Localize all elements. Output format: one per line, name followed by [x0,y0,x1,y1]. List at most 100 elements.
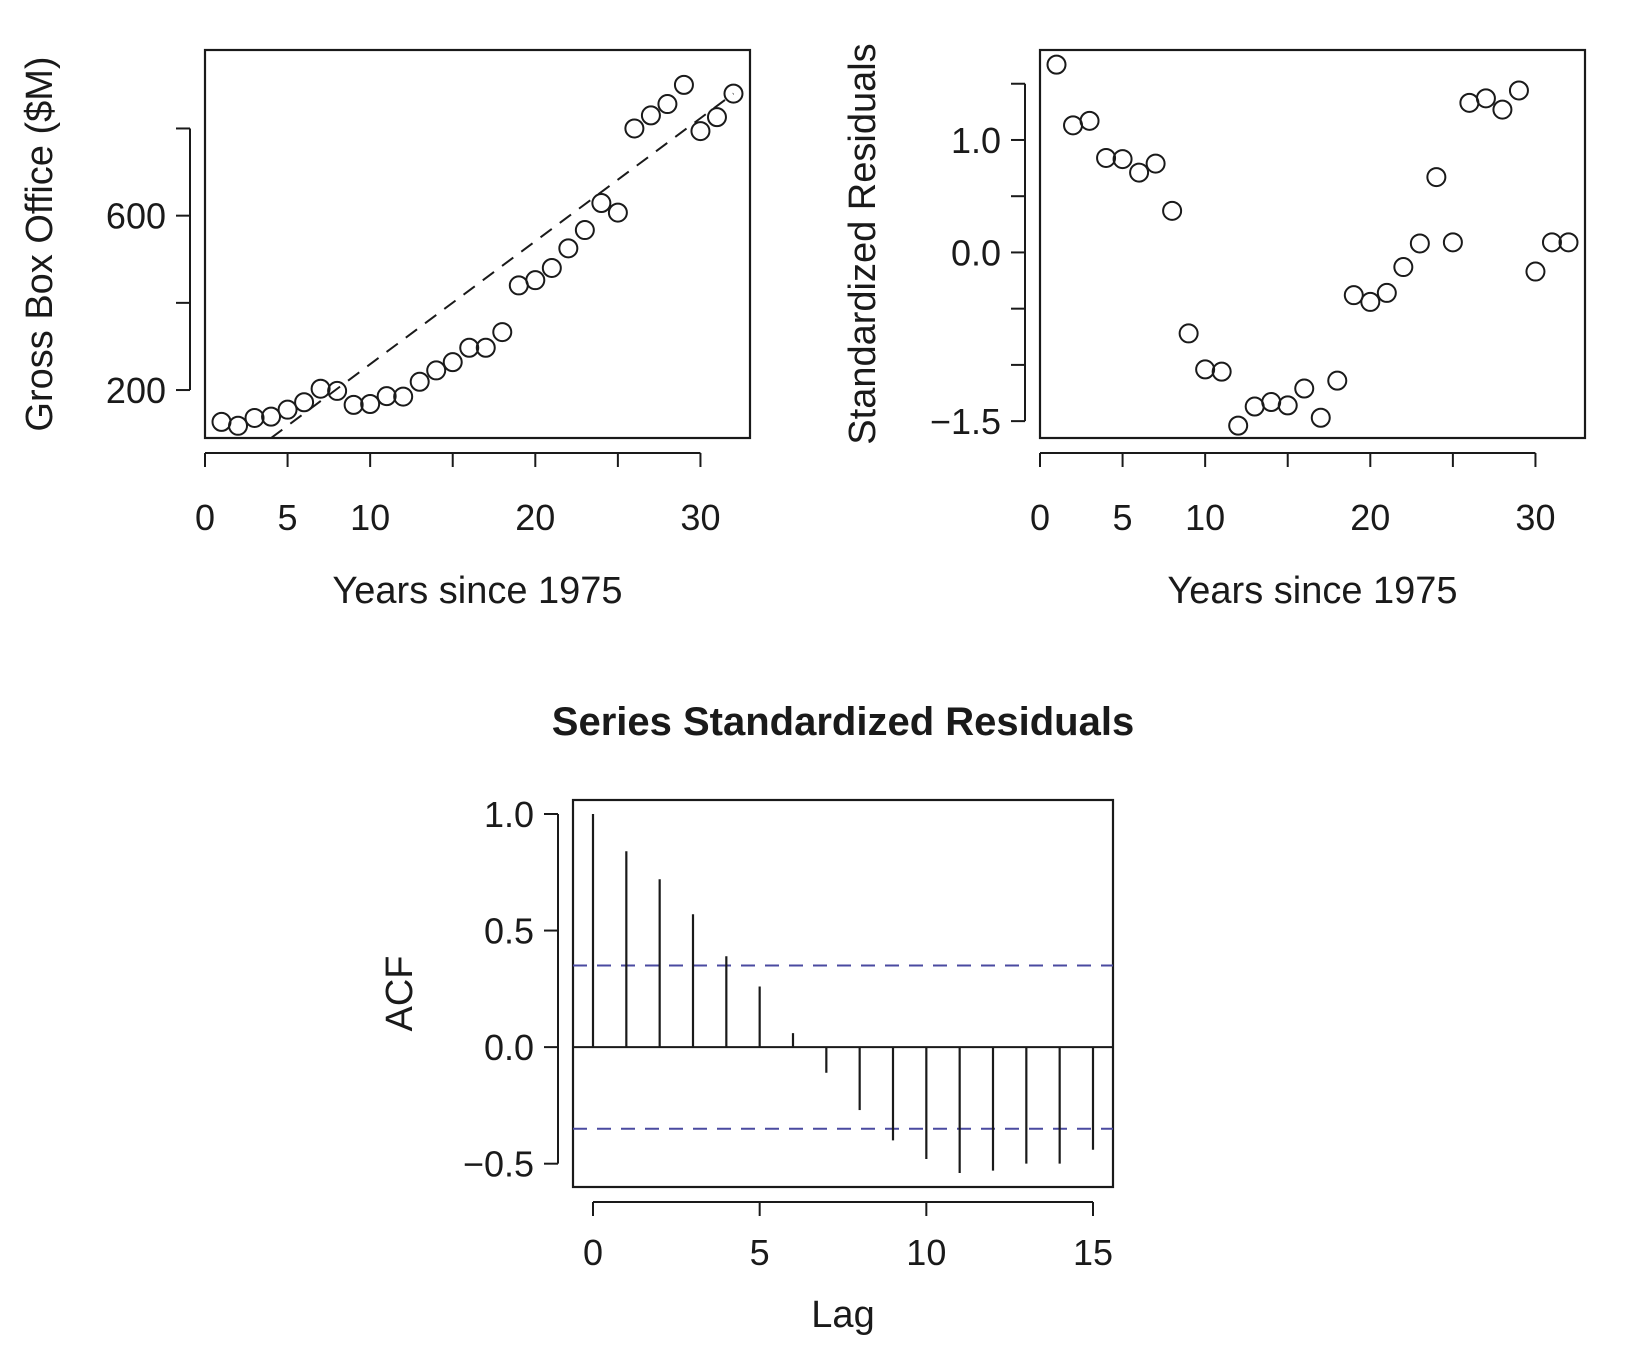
boxoffice-data-point [393,386,414,407]
acf-x-axis-label: Lag [811,1294,874,1336]
residuals-x-tick-label: 5 [1113,497,1133,538]
boxoffice-data-point [376,386,397,407]
boxoffice-data-point [657,94,678,115]
residuals-x-axis-label: Years since 1975 [1167,570,1457,612]
residuals-data-point [1393,257,1414,278]
residuals-y-tick-label: −1.5 [930,401,1001,442]
boxoffice-data-point [360,393,381,414]
residuals-data-point [1228,415,1249,436]
boxoffice-data-point [459,337,480,358]
acf-y-tick-label: 0.0 [484,1027,534,1068]
residuals-data-point [1112,149,1133,170]
residuals-y-axis-label: Standardized Residuals [842,43,884,444]
boxoffice-data-point [624,118,645,139]
boxoffice-data-point [294,392,315,413]
boxoffice-data-point [409,371,430,392]
residuals-marks [1046,54,1579,436]
acf-x-tick-label: 10 [906,1232,946,1273]
boxoffice-data-point [591,193,612,214]
residuals-data-point [1492,99,1513,120]
residuals-data-point [1063,115,1084,136]
residuals-data-point [1096,147,1117,168]
residuals-data-point [1343,285,1364,306]
boxoffice-x-axis-label: Years since 1975 [332,570,622,612]
boxoffice-data-point [640,105,661,126]
boxoffice-data-point [426,360,447,381]
residuals-data-point [1046,54,1067,75]
boxoffice-data-point [508,275,529,296]
residuals-data-point [1294,378,1315,399]
boxoffice-data-point [558,238,579,259]
residuals-data-point [1426,167,1447,188]
residuals-data-point [1327,370,1348,391]
boxoffice-data-point [574,220,595,241]
boxoffice-y-tick-label: 600 [106,196,166,237]
residuals-data-point [1244,396,1265,417]
residuals-plot-frame [1038,48,1587,440]
residuals-data-point [1162,200,1183,221]
boxoffice-data-point [211,411,232,432]
acf-y-tick-label: −0.5 [463,1144,534,1185]
boxoffice-data-point [492,322,513,343]
residuals-data-point [1129,162,1150,183]
residuals-data-point [1178,323,1199,344]
residuals-data-point [1360,291,1381,312]
residuals-x-tick-label: 10 [1185,497,1225,538]
residuals-y-tick-label: 0.0 [951,232,1001,273]
boxoffice-data-point [261,406,282,427]
residuals-data-point [1277,395,1298,416]
boxoffice-data-point [310,378,331,399]
residuals-data-point [1558,232,1579,253]
residuals-y-tick-label: 1.0 [951,120,1001,161]
boxoffice-data-point [673,74,694,95]
residuals-x-tick-label: 30 [1515,497,1555,538]
acf-y-tick-label: 1.0 [484,794,534,835]
residuals-data-point [1261,392,1282,413]
boxoffice-x-tick-label: 10 [350,497,390,538]
boxoffice-data-point [277,399,298,420]
acf-x-tick-label: 5 [750,1232,770,1273]
boxoffice-data-point [690,121,711,142]
boxoffice-data-point [607,202,628,223]
boxoffice-data-point [343,394,364,415]
residuals-data-point [1079,110,1100,131]
boxoffice-data-point [723,83,744,104]
residuals-data-point [1409,233,1430,254]
acf-x-tick-label: 15 [1073,1232,1113,1273]
boxoffice-data-point [525,270,546,291]
acf-y-tick-label: 0.5 [484,911,534,952]
boxoffice-data-point [706,107,727,128]
boxoffice-marks [211,74,744,438]
boxoffice-data-point [228,415,249,436]
residuals-data-point [1310,407,1331,428]
boxoffice-data-point [442,352,463,373]
boxoffice-x-tick-label: 30 [680,497,720,538]
residuals-x-tick-label: 20 [1350,497,1390,538]
residuals-data-point [1195,359,1216,380]
residuals-scatter-chart: 0 5 10 20 30 −1.5 0.0 1.0 Years since 1975 Standa… [842,43,1587,612]
residuals-data-point [1541,232,1562,253]
boxoffice-x-tick-label: 20 [515,497,555,538]
acf-marks [573,813,1113,1174]
residuals-data-point [1442,232,1463,253]
boxoffice-y-tick-label: 200 [106,370,166,411]
boxoffice-y-axis-label: Gross Box Office ($M) [19,56,61,431]
residuals-data-point [1145,153,1166,174]
residuals-data-point [1459,92,1480,113]
boxoffice-scatter-chart: 0 5 10 20 30 200 600 Years since 1975 Gross Box … [19,48,752,612]
residuals-x-tick-label: 0 [1030,497,1050,538]
residuals-data-point [1525,261,1546,282]
acf-y-axis-label: ACF [379,956,421,1032]
residuals-data-point [1211,361,1232,382]
acf-bar-chart: 0 5 10 15 −0.5 0.0 0.5 1.0 Lag ACF Series Standard… [379,700,1134,1336]
residuals-data-point [1376,282,1397,303]
boxoffice-x-tick-label: 0 [195,497,215,538]
acf-chart-title: Series Standardized Residuals [552,700,1134,744]
boxoffice-x-tick-label: 5 [278,497,298,538]
acf-x-tick-label: 0 [583,1232,603,1273]
boxoffice-data-point [244,407,265,428]
boxoffice-data-point [475,337,496,358]
boxoffice-data-point [541,257,562,278]
boxoffice-fitted-line [270,92,735,438]
